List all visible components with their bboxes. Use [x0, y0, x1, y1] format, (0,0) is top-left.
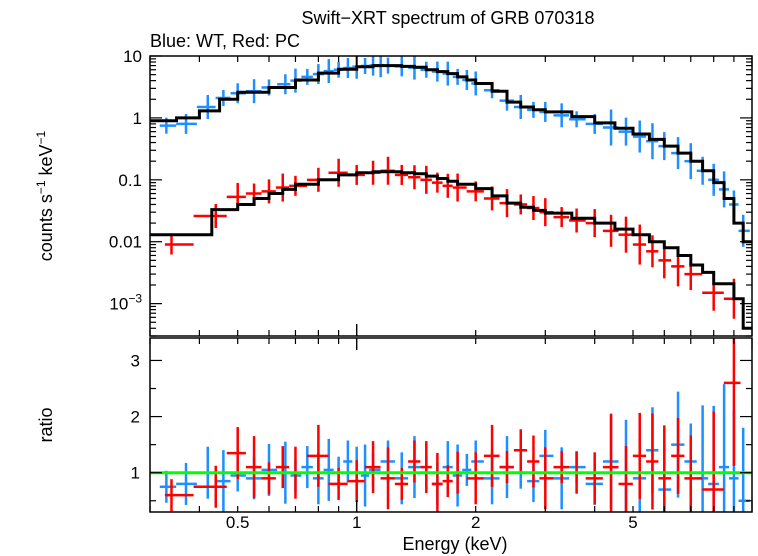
y-tick-label-spectrum: 1 — [133, 109, 142, 128]
y-tick-label-ratio: 1 — [131, 464, 140, 483]
pc-ratio-point — [245, 436, 262, 499]
pc-ratio-point — [483, 424, 500, 487]
tick-base: 10 — [109, 295, 128, 314]
chart-subtitle: Blue: WT, Red: PC — [150, 31, 300, 51]
pc-ratio-point — [420, 441, 432, 494]
ratio-panel — [150, 338, 752, 512]
pc-ratio-point — [702, 411, 724, 512]
pc-spectrum-point — [632, 224, 647, 265]
pc-spectrum-point — [328, 158, 348, 187]
pc-ratio-point — [431, 452, 443, 512]
wt-spectrum-point — [569, 111, 586, 128]
pc-model-line — [150, 170, 752, 330]
y-axis-label-spectrum: counts s−1 keV−1 — [34, 130, 56, 261]
wt-ratio-point — [471, 440, 484, 483]
wt-spectrum-point — [553, 103, 570, 128]
pc-ratio-point — [380, 447, 395, 510]
x-tick-label: 5 — [628, 513, 637, 532]
x-tick-label: 2 — [471, 513, 480, 532]
pc-spectrum-point — [618, 216, 633, 253]
pc-ratio-point — [442, 465, 453, 498]
pc-spectrum-point — [553, 207, 570, 228]
pc-ratio-point — [585, 452, 603, 505]
y-tick-label-ratio: 3 — [131, 351, 140, 370]
pc-ratio-point — [658, 425, 672, 512]
ylabel-exp1: −1 — [34, 180, 48, 194]
pc-ratio-point — [527, 435, 540, 488]
wt-spectrum-point — [196, 95, 216, 120]
wt-spectrum-point — [632, 120, 647, 153]
pc-ratio-point — [671, 417, 685, 494]
wt-spectrum-point — [323, 59, 334, 84]
pc-ratio-point — [632, 412, 647, 499]
x-tick-label: 0.5 — [226, 513, 250, 532]
pc-ratio-point — [646, 413, 659, 510]
pc-spectrum-point — [289, 175, 307, 196]
pc-ratio-point — [618, 445, 633, 512]
ratio-frame — [149, 337, 753, 513]
pc-spectrum-point — [164, 234, 194, 255]
pc-spectrum-point — [394, 164, 409, 185]
chart-title: Swift−XRT spectrum of GRB 070318 — [302, 8, 595, 28]
pc-ratio-point — [408, 440, 421, 483]
spectrum-frame — [149, 55, 753, 337]
wt-spectrum-point — [277, 74, 291, 95]
wt-ratio-point — [343, 440, 353, 483]
tick-exponent: −3 — [128, 292, 142, 306]
pc-spectrum-point — [602, 214, 619, 247]
wt-spectrum-point — [618, 117, 633, 146]
wt-ratio-point — [462, 453, 472, 486]
pc-ratio-point — [226, 427, 246, 480]
pc-spectrum-point — [420, 165, 432, 194]
spectrum-panel — [150, 56, 752, 330]
pc-ratio-point — [602, 414, 619, 512]
wt-ratio-point — [738, 427, 750, 512]
pc-ratio-point — [164, 479, 194, 512]
pc-ratio-point — [539, 447, 554, 510]
wt-ratio-point — [369, 453, 381, 486]
y-axis-label-ratio: ratio — [36, 407, 56, 442]
pc-ratio-point — [466, 452, 484, 505]
x-tick-label: 1 — [352, 513, 361, 532]
wt-ratio-point — [696, 405, 709, 512]
pc-spectrum-point — [452, 173, 467, 202]
ylabel-exp2: −1 — [34, 130, 48, 144]
panel-frames — [149, 55, 753, 513]
pc-ratio-point — [364, 441, 381, 494]
pc-ratio-point — [275, 446, 290, 489]
wt-ratio-point — [323, 438, 334, 501]
wt-ratio-point — [718, 384, 730, 512]
wt-model-line — [150, 64, 752, 244]
pc-ratio-point — [553, 451, 570, 484]
y-tick-label-spectrum: 0.1 — [118, 171, 142, 190]
wt-spectrum-point — [646, 123, 659, 160]
y-tick-label-spectrum: 0.01 — [109, 233, 142, 252]
pc-spectrum-point — [275, 173, 290, 202]
wt-spectrum-point — [301, 68, 313, 85]
wt-ratio-point — [301, 446, 313, 489]
y-tick-label-ratio: 2 — [131, 408, 140, 427]
pc-ratio-point — [306, 424, 329, 487]
pc-spectrum-point — [569, 208, 586, 233]
ylabel-counts: counts s — [36, 194, 56, 261]
x-axis-label: Energy (keV) — [402, 534, 507, 554]
pc-spectrum-point — [684, 258, 703, 291]
pc-ratio-point — [723, 338, 741, 466]
pc-ratio-point — [261, 462, 276, 495]
pc-ratio-point — [513, 429, 528, 472]
pc-ratio-point — [347, 460, 365, 503]
y-tick-label-spectrum: 10−3 — [109, 292, 142, 314]
ylabel-kev: keV — [36, 144, 56, 180]
y-tick-label-spectrum: 10 — [123, 47, 142, 66]
wt-ratio-point — [360, 444, 370, 507]
wt-ratio-point — [159, 470, 177, 503]
pc-ratio-point — [499, 451, 514, 484]
wt-ratio-point — [176, 462, 197, 505]
pc-spectrum-point — [408, 165, 421, 190]
pc-spectrum-point — [193, 204, 227, 229]
wt-ratio-point — [215, 450, 231, 512]
